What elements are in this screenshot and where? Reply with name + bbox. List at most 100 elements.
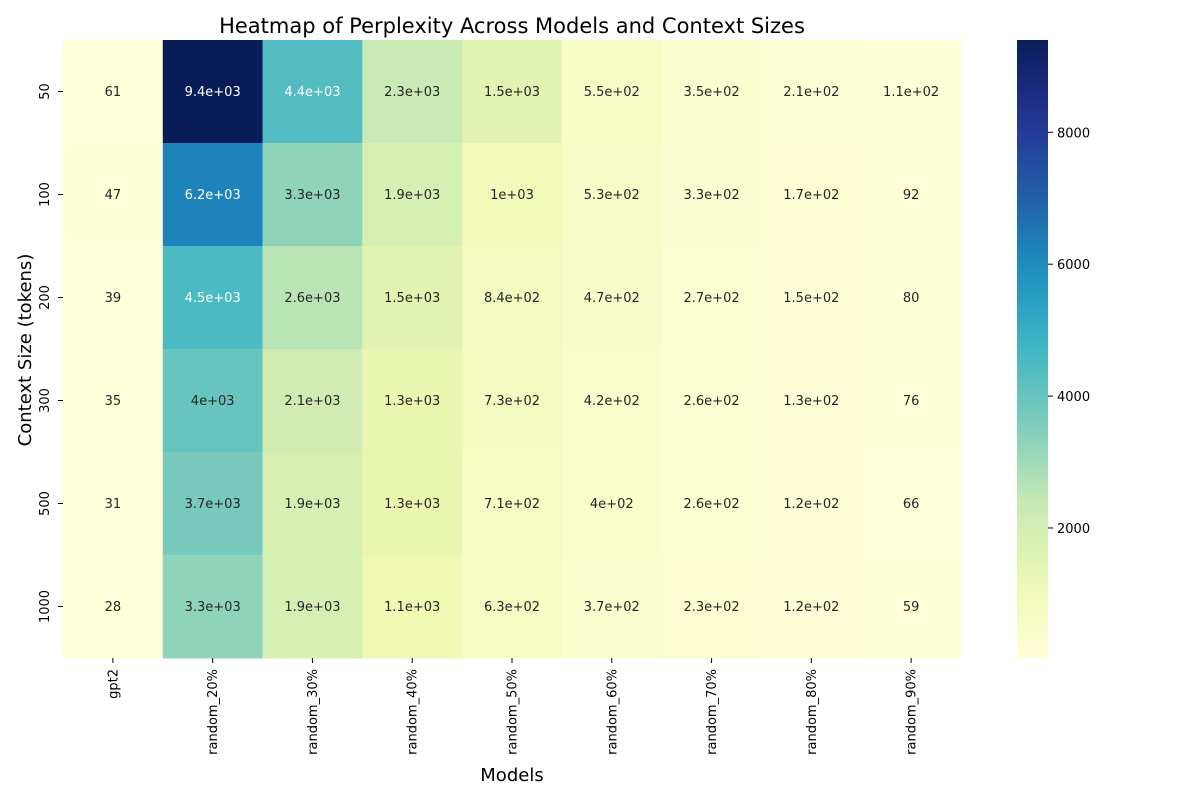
x-tick-label: random_60%	[605, 669, 620, 755]
x-axis-ticks: gpt2 random_20% random_30% random_40% random…	[106, 658, 920, 755]
heatmap-cell	[162, 40, 264, 144]
colorbar-tick-label: 6000	[1057, 258, 1090, 273]
cell-value-label: 2.3e+03	[384, 85, 440, 100]
cell-value-label: 4e+03	[191, 394, 235, 409]
heatmap-cell	[362, 452, 463, 556]
cell-value-label: 1.2e+02	[783, 600, 839, 615]
heatmap-cell	[561, 40, 663, 144]
heatmap-cell	[661, 349, 762, 453]
colorbar-tick-label: 8000	[1057, 126, 1090, 141]
heatmap-cell	[462, 246, 563, 350]
cell-value-label: 1.7e+02	[783, 188, 839, 203]
heatmap-cell	[861, 555, 962, 659]
cell-value-label: 1.3e+03	[384, 394, 440, 409]
cell-value-label: 39	[105, 291, 122, 306]
heatmap-cell	[162, 555, 264, 659]
cell-value-label: 4.4e+03	[284, 85, 340, 100]
heatmap-cell	[262, 452, 363, 556]
heatmap-cell	[761, 143, 862, 247]
heatmap-cell	[162, 349, 264, 453]
x-tick-label: random_80%	[805, 669, 820, 755]
x-tick-label: gpt2	[106, 669, 121, 699]
cell-value-label: 2.6e+02	[684, 394, 740, 409]
cell-value-label: 1.9e+03	[284, 600, 340, 615]
chart-title: Heatmap of Perplexity Across Models and …	[219, 14, 805, 38]
heatmap-cell	[661, 452, 762, 556]
heatmap-cell	[63, 40, 164, 144]
heatmap-cell	[462, 40, 563, 144]
cell-value-label: 2.6e+02	[684, 497, 740, 512]
x-tick-label: random_20%	[206, 669, 221, 755]
x-tick-label: random_30%	[306, 669, 321, 755]
y-tick-label: 1000	[38, 590, 53, 623]
heatmap-cell	[561, 246, 663, 350]
cell-value-label: 9.4e+03	[185, 85, 241, 100]
cell-value-label: 3.7e+03	[185, 497, 241, 512]
cell-value-label: 4.2e+02	[584, 394, 640, 409]
heatmap-cell	[462, 555, 563, 659]
heatmap-cell	[861, 349, 962, 453]
heatmap-cell	[861, 452, 962, 556]
heatmap-cell	[262, 40, 363, 144]
cell-value-label: 1.5e+03	[384, 291, 440, 306]
cell-value-label: 2.1e+03	[284, 394, 340, 409]
heatmap-cell	[63, 349, 164, 453]
y-tick-label: 100	[38, 182, 53, 207]
heatmap-cell	[262, 349, 363, 453]
x-tick-label: random_70%	[705, 669, 720, 755]
y-tick-label: 300	[38, 388, 53, 413]
heatmap-cell	[761, 555, 862, 659]
colorbar	[1017, 40, 1048, 658]
cell-value-label: 66	[903, 497, 920, 512]
heatmap-cell	[362, 246, 463, 350]
heatmap-cell	[661, 246, 762, 350]
heatmap-cell	[462, 452, 563, 556]
heatmap-cell	[761, 349, 862, 453]
heatmap-cells: 61 9.4e+03 4.4e+03 2.3e+03 1.5e+03 5.5e+02 3.5…	[63, 40, 962, 659]
cell-value-label: 80	[903, 291, 920, 306]
cell-value-label: 4e+02	[590, 497, 634, 512]
cell-value-label: 31	[105, 497, 122, 512]
cell-value-label: 28	[105, 600, 122, 615]
heatmap-cell	[63, 246, 164, 350]
cell-value-label: 7.1e+02	[484, 497, 540, 512]
heatmap-cell	[63, 143, 164, 247]
heatmap-cell	[561, 349, 663, 453]
heatmap-cell	[861, 143, 962, 247]
cell-value-label: 1.5e+03	[484, 85, 540, 100]
cell-value-label: 1.1e+03	[384, 600, 440, 615]
cell-value-label: 1.3e+02	[783, 394, 839, 409]
cell-value-label: 59	[903, 600, 920, 615]
cell-value-label: 35	[105, 394, 122, 409]
cell-value-label: 1.3e+03	[384, 497, 440, 512]
y-tick-label: 200	[38, 285, 53, 310]
heatmap-cell	[63, 452, 164, 556]
heatmap-cell	[661, 40, 762, 144]
colorbar-ticks: 2000 4000 6000 8000	[1048, 126, 1090, 537]
cell-value-label: 4.7e+02	[584, 291, 640, 306]
cell-value-label: 6.2e+03	[185, 188, 241, 203]
cell-value-label: 7.3e+02	[484, 394, 540, 409]
cell-value-label: 76	[903, 394, 920, 409]
heatmap-cell	[362, 555, 463, 659]
heatmap-cell	[462, 143, 563, 247]
heatmap-cell	[861, 246, 962, 350]
y-tick-label: 50	[38, 83, 53, 100]
heatmap-cell	[561, 143, 663, 247]
y-tick-label: 500	[38, 491, 53, 516]
x-tick-label: random_50%	[506, 669, 521, 755]
cell-value-label: 3.7e+02	[584, 600, 640, 615]
heatmap-cell	[661, 555, 762, 659]
cell-value-label: 2.6e+03	[284, 291, 340, 306]
cell-value-label: 2.1e+02	[783, 85, 839, 100]
heatmap-cell	[63, 555, 164, 659]
cell-value-label: 61	[105, 85, 122, 100]
heatmap-cell	[162, 143, 264, 247]
y-axis-ticks: 50 100 200 300 500 1000	[38, 83, 63, 623]
cell-value-label: 2.7e+02	[684, 291, 740, 306]
heatmap-cell	[362, 143, 463, 247]
heatmap-cell	[561, 555, 663, 659]
cell-value-label: 3.3e+03	[284, 188, 340, 203]
cell-value-label: 47	[105, 188, 122, 203]
